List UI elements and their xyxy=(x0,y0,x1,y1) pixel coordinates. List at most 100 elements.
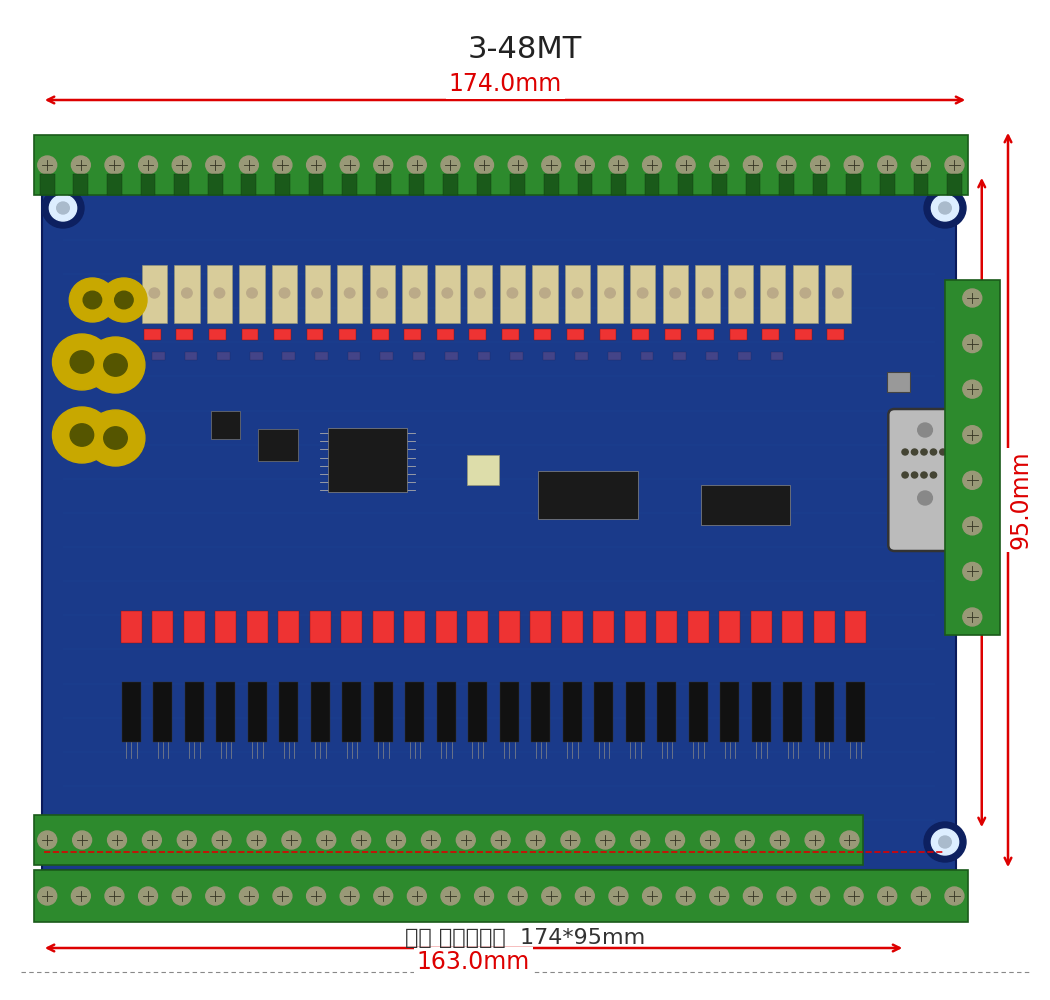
Bar xyxy=(625,611,646,643)
Circle shape xyxy=(768,288,778,298)
Bar xyxy=(502,329,519,340)
Bar xyxy=(689,682,708,742)
Bar xyxy=(914,174,928,195)
Bar xyxy=(611,174,626,195)
Text: 注： 产品尺寸为  174*95mm: 注： 产品尺寸为 174*95mm xyxy=(405,928,645,948)
Bar xyxy=(215,611,236,643)
Circle shape xyxy=(441,156,460,174)
Circle shape xyxy=(811,156,830,174)
Bar xyxy=(945,280,1000,635)
Bar xyxy=(34,135,968,195)
Bar xyxy=(738,352,751,360)
Bar xyxy=(248,682,267,742)
Bar xyxy=(469,329,486,340)
Circle shape xyxy=(57,202,69,214)
Bar xyxy=(594,682,613,742)
Circle shape xyxy=(702,288,713,298)
Bar xyxy=(534,329,551,340)
Circle shape xyxy=(105,156,124,174)
Bar xyxy=(567,329,584,340)
Bar xyxy=(562,611,583,643)
Circle shape xyxy=(930,449,937,455)
Circle shape xyxy=(921,449,927,455)
Bar xyxy=(376,174,391,195)
Circle shape xyxy=(72,831,91,849)
Bar xyxy=(593,611,614,643)
Circle shape xyxy=(963,608,982,626)
Circle shape xyxy=(945,887,964,905)
Circle shape xyxy=(52,407,111,463)
Circle shape xyxy=(670,288,680,298)
Circle shape xyxy=(924,822,966,862)
Circle shape xyxy=(49,195,77,221)
Bar xyxy=(795,329,812,340)
Circle shape xyxy=(637,288,648,298)
Circle shape xyxy=(963,471,982,489)
Bar xyxy=(793,265,818,323)
Bar xyxy=(309,174,323,195)
Bar xyxy=(827,329,844,340)
Bar xyxy=(720,682,739,742)
Bar xyxy=(730,329,747,340)
Circle shape xyxy=(441,887,460,905)
Circle shape xyxy=(407,887,426,905)
Circle shape xyxy=(963,380,982,398)
Circle shape xyxy=(963,289,982,307)
Circle shape xyxy=(70,351,93,373)
Circle shape xyxy=(38,887,57,905)
Bar xyxy=(695,265,720,323)
Bar xyxy=(563,682,582,742)
Bar xyxy=(630,265,655,323)
Bar xyxy=(645,174,659,195)
Circle shape xyxy=(777,887,796,905)
Bar xyxy=(678,174,693,195)
Bar xyxy=(600,329,616,340)
Circle shape xyxy=(921,472,927,478)
Circle shape xyxy=(963,517,982,535)
Text: 3-48MT: 3-48MT xyxy=(468,35,582,64)
Bar xyxy=(510,352,523,360)
Bar xyxy=(543,352,555,360)
Bar xyxy=(575,352,588,360)
Bar xyxy=(184,611,205,643)
Circle shape xyxy=(83,291,102,309)
Circle shape xyxy=(139,887,157,905)
Circle shape xyxy=(279,288,290,298)
Circle shape xyxy=(214,288,225,298)
Text: 87.0mm: 87.0mm xyxy=(981,451,1004,549)
Circle shape xyxy=(475,887,494,905)
Bar xyxy=(272,265,297,323)
Circle shape xyxy=(273,156,292,174)
Bar xyxy=(304,265,330,323)
Circle shape xyxy=(575,887,594,905)
Bar xyxy=(34,870,968,922)
Circle shape xyxy=(918,491,932,505)
Bar xyxy=(815,682,834,742)
Bar xyxy=(348,352,360,360)
Bar xyxy=(665,329,681,340)
Circle shape xyxy=(940,449,946,455)
Bar xyxy=(176,329,193,340)
FancyBboxPatch shape xyxy=(888,409,962,551)
Circle shape xyxy=(710,156,729,174)
Bar xyxy=(339,329,356,340)
Bar xyxy=(779,174,794,195)
Circle shape xyxy=(247,288,257,298)
Circle shape xyxy=(743,887,762,905)
Bar xyxy=(211,411,240,439)
Bar xyxy=(626,682,645,742)
Bar xyxy=(500,265,525,323)
Circle shape xyxy=(86,410,145,466)
Circle shape xyxy=(457,831,476,849)
Bar xyxy=(688,611,709,643)
Circle shape xyxy=(676,156,695,174)
Bar xyxy=(342,174,357,195)
Circle shape xyxy=(442,288,453,298)
Bar xyxy=(712,174,727,195)
Circle shape xyxy=(643,156,662,174)
Circle shape xyxy=(840,831,859,849)
Bar xyxy=(209,329,226,340)
Circle shape xyxy=(595,831,614,849)
Circle shape xyxy=(507,288,518,298)
Bar xyxy=(544,174,559,195)
